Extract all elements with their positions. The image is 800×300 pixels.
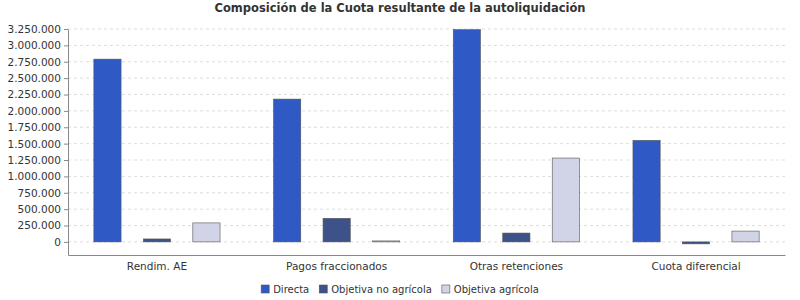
bar	[323, 218, 350, 242]
x-axis-line	[69, 255, 786, 256]
legend-label: Objetiva no agrícola	[331, 284, 432, 295]
y-tick-label: 750.000	[18, 187, 61, 199]
y-tick: 3.000.000	[8, 39, 68, 51]
y-tick: 1.000.000	[8, 170, 68, 182]
x-tick: Pagos fraccionados	[286, 260, 387, 272]
grid-line	[68, 45, 785, 46]
y-tick-mark	[64, 95, 68, 96]
x-tick: Otras retenciones	[470, 260, 563, 272]
y-tick-mark	[64, 176, 68, 177]
y-tick: 750.000	[18, 187, 68, 199]
y-tick-label: 2.750.000	[8, 56, 61, 68]
bar	[503, 233, 530, 242]
legend-item: Objetiva no agrícola	[319, 284, 432, 295]
grid-line	[68, 29, 785, 30]
y-tick-mark	[64, 111, 68, 112]
x-axis: Rendim. AE Pagos fraccionados Otras retenc…	[69, 256, 786, 273]
y-tick-mark	[64, 144, 68, 145]
y-tick-label: 250.000	[18, 219, 61, 231]
y-tick-mark	[64, 62, 68, 63]
y-tick: 2.000.000	[8, 105, 68, 117]
grid	[68, 29, 785, 242]
y-tick: 3.250.000	[8, 23, 68, 35]
y-tick-label: 1.000.000	[8, 170, 61, 182]
y-tick-mark	[64, 78, 68, 79]
y-tick: 250.000	[18, 219, 68, 231]
bar	[94, 59, 121, 242]
grid-line	[68, 209, 785, 210]
grid-line	[68, 78, 785, 79]
bar	[732, 231, 759, 242]
legend-item: Directa	[261, 284, 309, 295]
x-tick-label: Cuota diferencial	[651, 260, 740, 272]
legend-label: Directa	[273, 284, 309, 295]
legend-swatch	[261, 285, 269, 293]
y-tick-label: 1.250.000	[8, 154, 61, 166]
legend-swatch	[319, 285, 327, 293]
legend-item: Objetiva agrícola	[442, 284, 539, 295]
bar	[552, 158, 579, 242]
y-tick-mark	[64, 242, 68, 243]
y-tick: 2.250.000	[8, 88, 68, 100]
grid-line	[68, 127, 785, 128]
y-tick: 1.500.000	[8, 137, 68, 149]
x-tick-label: Rendim. AE	[127, 260, 187, 272]
bar	[682, 242, 709, 244]
grid-line	[68, 143, 785, 144]
y-tick: 0	[54, 236, 68, 248]
y-tick-label: 500.000	[18, 203, 61, 215]
chart: Composición de la Cuota resultante de la…	[0, 0, 800, 300]
x-tick: Cuota diferencial	[651, 260, 740, 272]
y-tick-mark	[64, 45, 68, 46]
y-tick-mark	[64, 209, 68, 210]
y-tick-label: 2.500.000	[8, 72, 61, 84]
bar	[193, 223, 220, 242]
y-tick: 2.750.000	[8, 56, 68, 68]
y-tick-label: 3.000.000	[8, 39, 61, 51]
x-tick: Rendim. AE	[127, 260, 187, 272]
y-tick-label: 0	[54, 236, 61, 248]
y-tick-label: 1.500.000	[8, 137, 61, 149]
y-tick-mark	[64, 127, 68, 128]
grid-line	[68, 192, 785, 193]
x-tick-label: Pagos fraccionados	[286, 260, 387, 272]
y-tick-label: 1.750.000	[8, 121, 61, 133]
grid-line	[68, 225, 785, 226]
grid-line	[68, 176, 785, 177]
bar	[143, 239, 170, 242]
x-tick-label: Otras retenciones	[470, 260, 563, 272]
bar	[274, 99, 301, 242]
grid-line	[68, 61, 785, 62]
y-axis: 0 250.000 500.000 750.000 1.000.000 1.250.000…	[8, 23, 69, 256]
y-tick: 1.250.000	[8, 154, 68, 166]
title: Composición de la Cuota resultante de la…	[215, 1, 586, 15]
y-tick-label: 2.250.000	[8, 88, 61, 100]
y-tick: 2.500.000	[8, 72, 68, 84]
legend-label: Objetiva agrícola	[454, 284, 539, 295]
y-tick-mark	[64, 160, 68, 161]
bar	[633, 140, 660, 242]
y-tick-mark	[64, 193, 68, 194]
y-tick-mark	[64, 226, 68, 227]
y-tick: 500.000	[18, 203, 68, 215]
y-tick-label: 3.250.000	[8, 23, 61, 35]
y-tick-mark	[64, 29, 68, 30]
legend-swatch	[442, 285, 450, 293]
grid-line	[68, 160, 785, 161]
legend: Directa Objetiva no agrícola Objetiva agrí…	[261, 284, 539, 295]
bars	[94, 30, 759, 244]
y-axis-line	[68, 30, 69, 256]
bar	[373, 240, 400, 242]
y-tick: 1.750.000	[8, 121, 68, 133]
grid-line	[68, 94, 785, 95]
grid-line	[68, 241, 785, 242]
grid-line	[68, 110, 785, 111]
bar	[453, 30, 480, 242]
y-tick-label: 2.000.000	[8, 105, 61, 117]
